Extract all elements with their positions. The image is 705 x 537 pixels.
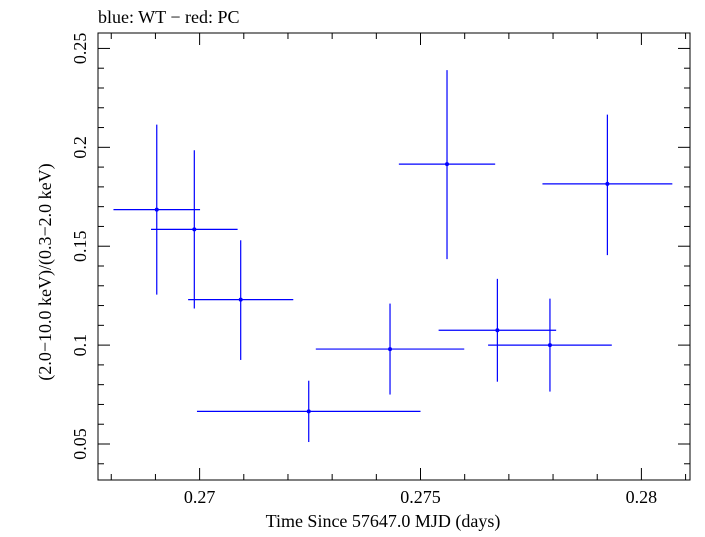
tick-labels: 0.27 0.275 0.28 0.05 0.1 0.15 0.2 0.25 [70,33,657,507]
y-tick-label: 0.15 [70,230,90,261]
x-axis-label: Time Since 57647.0 MJD (days) [266,511,501,532]
series-wt [113,70,673,443]
axes-ticks [98,33,690,480]
data-point [388,347,393,352]
x-tick-label: 0.28 [626,487,658,507]
data-point [192,227,197,232]
y-tick-label: 0.1 [70,334,90,357]
plot-frame [97,32,691,481]
chart-title: blue: WT − red: PC [98,7,239,27]
data-point [605,181,610,186]
y-tick-label: 0.05 [70,428,90,460]
data-point [547,343,552,348]
data-point [306,409,311,414]
x-tick-label: 0.27 [184,487,216,507]
data-point [154,207,159,212]
y-axis-label: (2.0−10.0 keV)/(0.3−2.0 keV) [35,163,56,380]
x-tick-label: 0.275 [400,487,441,507]
data-marks [113,70,673,443]
y-tick-label: 0.25 [70,33,90,64]
data-point [445,162,450,167]
data-point [238,297,243,302]
y-tick-label: 0.2 [70,136,90,159]
data-point [495,328,500,333]
